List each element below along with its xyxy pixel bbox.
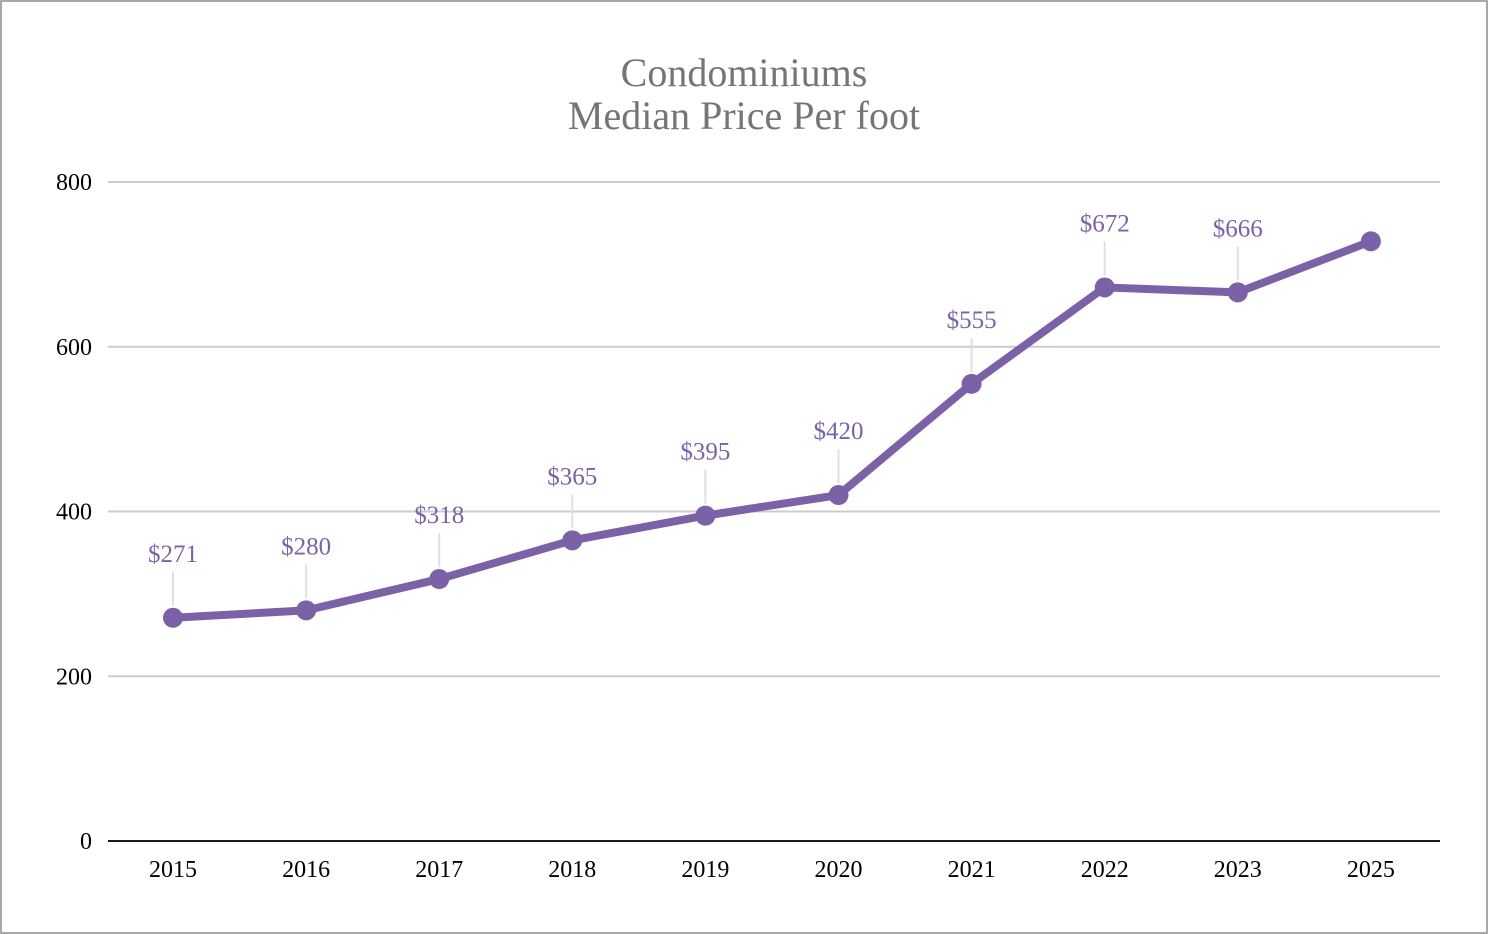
data-label: $395 xyxy=(680,439,730,466)
x-tick-label: 2018 xyxy=(548,857,596,883)
x-tick-label: 2021 xyxy=(948,857,996,883)
gridlines xyxy=(108,181,1440,842)
x-tick-label: 2016 xyxy=(282,857,330,883)
x-tick-label: 2025 xyxy=(1347,857,1395,883)
data-point xyxy=(1227,282,1248,303)
data-label: $420 xyxy=(814,418,864,445)
y-axis-tick-labels: 0 200 400 600 800 xyxy=(56,170,92,855)
data-label: $318 xyxy=(414,502,464,529)
data-point xyxy=(1094,277,1115,298)
data-label: $271 xyxy=(148,541,198,568)
data-point xyxy=(429,569,450,590)
y-tick-label: 0 xyxy=(80,829,92,855)
data-point xyxy=(562,530,583,551)
data-label: $280 xyxy=(281,533,331,560)
y-tick-label: 800 xyxy=(56,170,92,196)
x-tick-label: 2023 xyxy=(1214,857,1262,883)
data-point xyxy=(828,485,849,506)
data-point xyxy=(695,505,716,526)
x-tick-label: 2022 xyxy=(1081,857,1129,883)
data-label: $672 xyxy=(1080,210,1130,237)
x-tick-label: 2017 xyxy=(415,857,463,883)
data-label: $555 xyxy=(947,307,997,334)
data-point xyxy=(961,373,982,394)
data-label-leaders xyxy=(172,241,1239,606)
y-tick-label: 400 xyxy=(56,500,92,526)
x-tick-label: 2020 xyxy=(815,857,863,883)
data-label: $666 xyxy=(1213,215,1263,242)
x-axis-tick-labels: 2015 2016 2017 2018 2019 2020 2021 2022 2023 2025 xyxy=(149,857,1395,883)
series-line xyxy=(169,237,1375,622)
x-tick-label: 2019 xyxy=(681,857,729,883)
y-tick-label: 600 xyxy=(56,335,92,361)
data-points xyxy=(163,231,1381,628)
chart-subtitle: Median Price Per foot xyxy=(568,93,920,138)
chart-title: Condominiums xyxy=(621,50,868,95)
data-labels: $271 $280 $318 $365 $395 $420 $555 $672 $666 xyxy=(148,210,1263,567)
data-point xyxy=(296,600,317,621)
x-tick-label: 2015 xyxy=(149,857,197,883)
data-label: $365 xyxy=(547,463,597,490)
series-line-group xyxy=(169,237,1375,622)
data-point xyxy=(1360,231,1381,252)
y-tick-label: 200 xyxy=(56,664,92,690)
data-point xyxy=(163,607,183,628)
